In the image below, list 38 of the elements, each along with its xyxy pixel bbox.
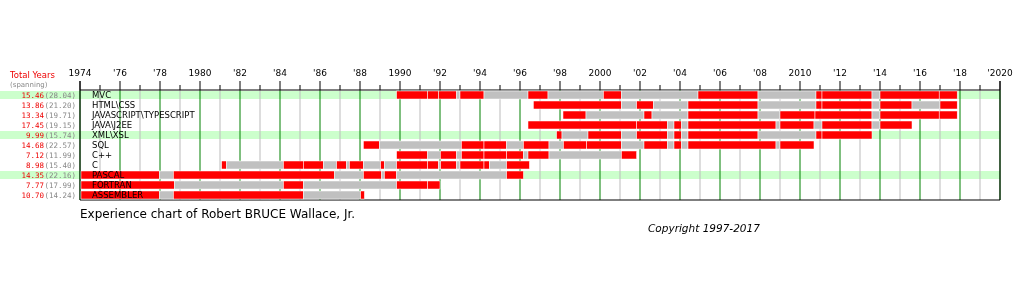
y-tick-label: JAVASCRIPT\TYPESCRIPT [91, 110, 196, 120]
x-tick-label: '86 [313, 68, 328, 78]
x-tick-label: '78 [153, 68, 168, 78]
x-tick-label: 1990 [388, 68, 412, 78]
x-tick-label: '76 [113, 68, 128, 78]
x-tick-label: '88 [353, 68, 368, 78]
x-tick-label: '98 [553, 68, 568, 78]
x-tick-label: '02 [633, 68, 647, 78]
y-tick-label: C [92, 160, 98, 170]
x-tick-label: '16 [913, 68, 928, 78]
x-tick-label: '96 [513, 68, 528, 78]
y-tick-label: ASSEMBLER [92, 190, 144, 200]
x-tick-label: 2000 [588, 68, 612, 78]
y-tick-label: HTML\CSS [92, 100, 136, 110]
x-tick-label: '82 [233, 68, 247, 78]
x-tick-label: '92 [433, 68, 447, 78]
x-tick-label: '18 [953, 68, 968, 78]
y-tick-label: SQL [92, 140, 110, 150]
text: Experience chart of Robert BRUCE Wallace, Jr. [80, 207, 356, 221]
x-tick-label: '14 [873, 68, 888, 78]
y-tick-label: PASCAL [92, 170, 125, 180]
y-tick-label: MVC [92, 90, 112, 100]
x-tick-label: '06 [713, 68, 728, 78]
x-tick-label: '94 [473, 68, 488, 78]
y-tick-label: FORTRAN [92, 180, 132, 190]
text: Copyright 1997-2017 [648, 222, 761, 234]
y-tick-label: JAVA\J2EE [91, 120, 133, 130]
x-tick-label: '84 [273, 68, 288, 78]
text: Total Years [9, 70, 56, 80]
x-tick-label: 2010 [788, 68, 812, 78]
x-tick-label: '08 [753, 68, 768, 78]
y-tick-label: C++ [92, 150, 113, 160]
x-tick-label: '2020 [987, 68, 1013, 78]
x-tick-label: 1980 [188, 68, 212, 78]
y-tick-label: XML\XSL [92, 130, 129, 140]
x-tick-label: '12 [833, 68, 847, 78]
x-tick-label: '04 [673, 68, 688, 78]
x-tick-label: 1974 [68, 68, 92, 78]
